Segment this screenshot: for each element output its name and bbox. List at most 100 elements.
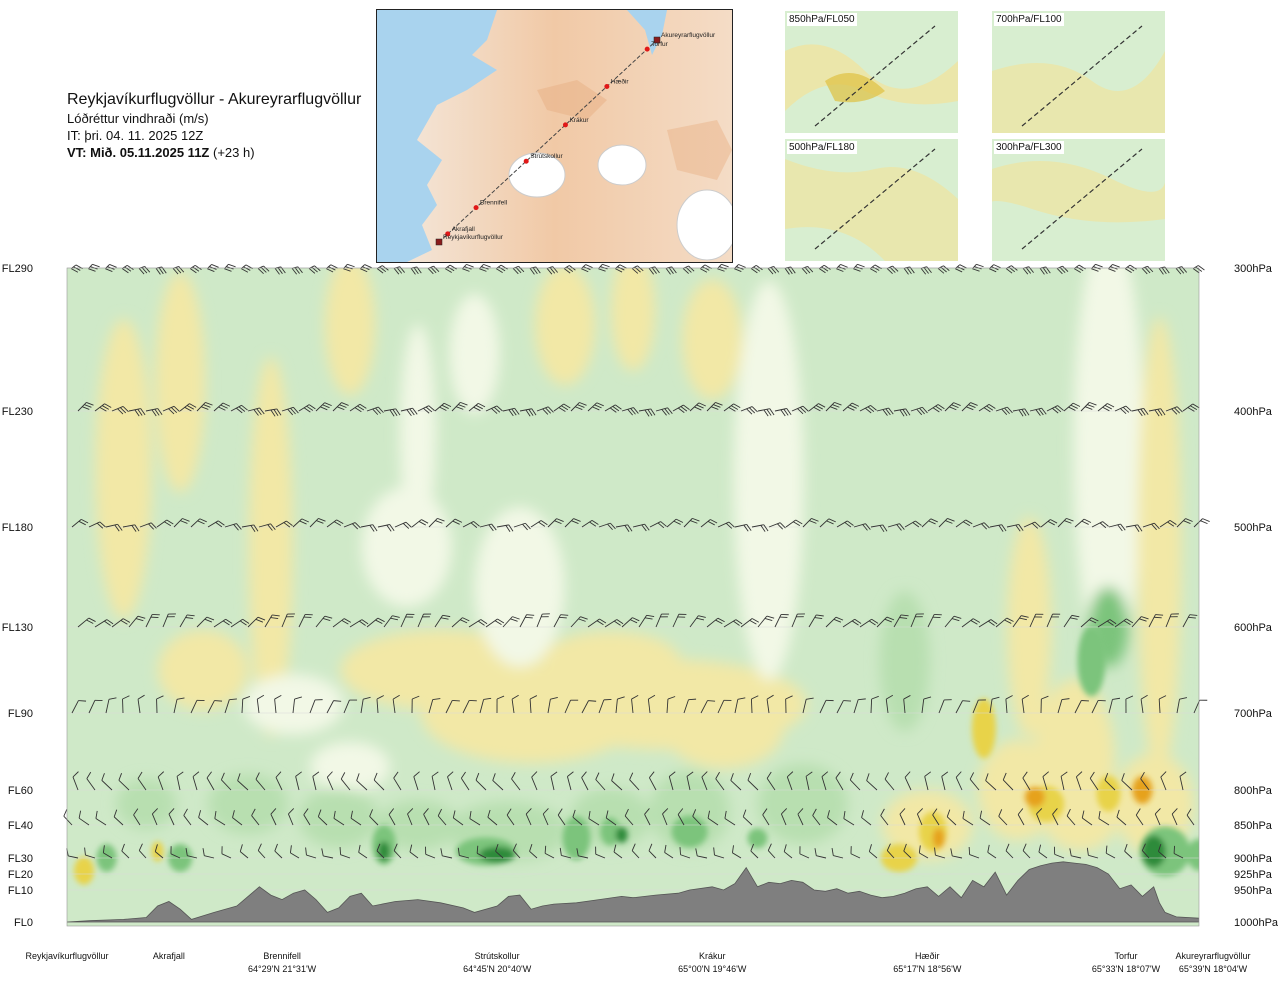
wind-barb: [1080, 401, 1097, 412]
wind-barb: [536, 613, 550, 628]
wind-barb: [547, 518, 564, 528]
wind-barb: [655, 407, 673, 416]
wind-barb: [924, 771, 932, 791]
wind-barb: [979, 810, 991, 826]
wind-barb: [1173, 845, 1184, 859]
fl-label: FL40: [8, 820, 33, 832]
wind-barb: [333, 810, 345, 826]
wind-barb: [213, 618, 233, 628]
field-core: [971, 698, 996, 759]
wind-barb: [1021, 694, 1029, 714]
wind-barb: [411, 695, 420, 714]
wind-barb: [202, 848, 215, 859]
wind-barb: [1159, 520, 1177, 528]
valid-time-date: VT: Mið. 05.11.2025 11Z: [67, 145, 210, 160]
wind-barb: [730, 773, 742, 791]
wind-barb: [86, 771, 96, 791]
wind-barb: [985, 773, 997, 791]
hpa-label: 300hPa: [1234, 263, 1273, 275]
wind-barb: [903, 843, 912, 859]
wind-barb: [1073, 264, 1086, 273]
wind-barb: [360, 696, 371, 714]
wind-barb: [570, 402, 587, 412]
glacier-hofsjokull: [597, 144, 647, 186]
location-coord: 64°29'N 21°31'W: [248, 964, 317, 974]
wind-barb: [631, 694, 639, 714]
wind-barb: [122, 695, 130, 714]
wind-barb: [638, 408, 656, 417]
wind-barb: [613, 844, 623, 859]
wind-barb: [812, 808, 821, 826]
field-region: [361, 487, 452, 607]
wind-barb: [876, 407, 894, 416]
wind-barb: [1091, 699, 1106, 714]
fl-label: FL0: [14, 917, 33, 929]
wind-barb: [598, 699, 612, 714]
map-fjord-north: [627, 10, 667, 55]
mini-map-850-svg: [785, 11, 958, 133]
wind-barb: [72, 771, 79, 791]
wind-barb: [866, 773, 878, 791]
wind-barb: [938, 699, 952, 714]
wind-barb: [247, 616, 266, 628]
field-region: [757, 764, 848, 844]
wind-barb: [595, 772, 606, 791]
wind-barb: [101, 773, 113, 791]
wind-barb: [298, 404, 316, 413]
wind-barb: [437, 808, 447, 826]
field-core: [932, 828, 945, 849]
wind-barb: [105, 697, 117, 714]
wind-barb: [264, 408, 282, 417]
issue-time: IT: þri. 04. 11. 2025 12Z: [67, 128, 204, 143]
wind-barb: [451, 617, 470, 628]
wind-barb: [332, 402, 349, 412]
wind-barb: [377, 524, 395, 532]
wind-barb: [927, 404, 945, 413]
wind-barb: [550, 771, 558, 791]
field-core: [377, 841, 390, 862]
wind-barb: [1131, 616, 1149, 628]
wind-barb: [358, 844, 368, 859]
waypoint-label: Krákur: [569, 117, 589, 124]
terrain-profile: [67, 861, 1199, 923]
wind-barb: [631, 843, 640, 859]
mini-map-300: 300hPa/FL300: [992, 139, 1165, 261]
field-region: [243, 674, 344, 735]
wind-barb: [1091, 521, 1109, 529]
wind-barb: [151, 808, 158, 826]
wind-barb: [530, 520, 548, 528]
wind-barb: [376, 843, 385, 859]
wind-barb: [780, 808, 788, 826]
mini-map-700-svg: [992, 11, 1165, 133]
field-core: [562, 816, 591, 861]
wind-barb: [918, 845, 929, 859]
field-core: [1077, 626, 1106, 697]
wind-barb: [884, 772, 895, 791]
field-region: [682, 279, 743, 400]
wind-barb: [978, 403, 996, 413]
wind-barb: [1097, 403, 1115, 412]
wind-barb: [1125, 524, 1143, 532]
wind-barb: [825, 616, 844, 628]
wind-barb: [783, 844, 793, 859]
wind-barb: [511, 694, 519, 714]
wind-barb: [893, 408, 911, 417]
wind-barb: [349, 619, 369, 628]
wind-barb: [428, 517, 445, 528]
wind-barb: [529, 695, 538, 714]
wind-barb: [1108, 523, 1126, 532]
wind-barb: [859, 618, 879, 628]
wind-barb: [1046, 405, 1064, 414]
wind-barb: [502, 407, 520, 417]
wind-barb: [512, 843, 521, 859]
wind-barb: [648, 771, 657, 791]
chart-title: Reykjavíkurflugvöllur - Akureyrarflugvöl…: [67, 91, 362, 108]
wind-barb: [679, 847, 691, 859]
wind-barb: [469, 811, 481, 826]
wind-barb: [621, 407, 639, 416]
wind-barb: [557, 808, 566, 826]
wind-barb: [576, 848, 589, 859]
wind-barb: [179, 403, 197, 412]
wind-barb: [870, 695, 879, 714]
wind-barb: [239, 844, 249, 859]
